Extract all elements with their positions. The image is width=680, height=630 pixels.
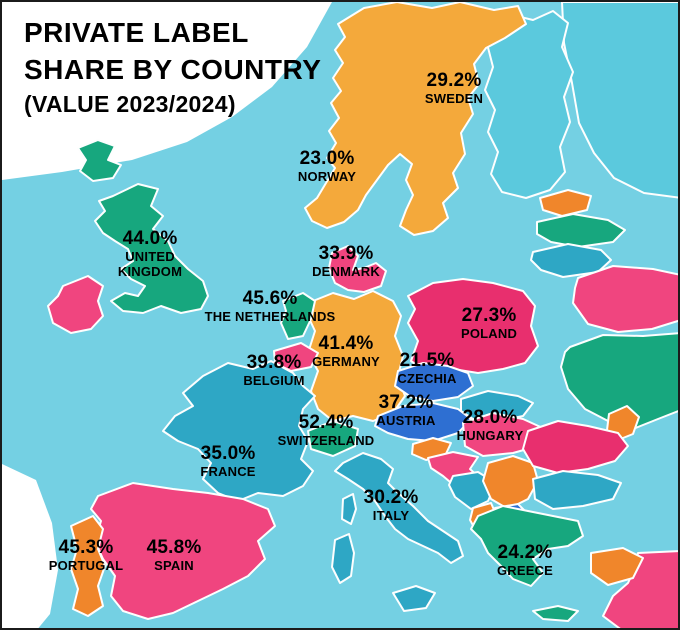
- title-line3: (VALUE 2023/2024): [24, 91, 236, 117]
- label-greece-value: 24.2%: [497, 542, 553, 563]
- label-denmark-value: 33.9%: [318, 243, 374, 264]
- label-portugal-name: PORTUGAL: [48, 558, 124, 573]
- country-belarus: [572, 265, 678, 333]
- label-portugal: 45.3% PORTUGAL: [49, 537, 124, 573]
- country-italy: [334, 452, 464, 564]
- label-poland-name: POLAND: [460, 326, 518, 341]
- title-line2: SHARE BY COUNTRY: [24, 54, 322, 85]
- country-portugal: [70, 515, 106, 617]
- country-netherlands: [280, 292, 316, 340]
- label-sweden-value: 29.2%: [426, 70, 482, 91]
- label-sweden: 29.2% SWEDEN: [425, 70, 483, 106]
- label-italy: 30.2% ITALY: [364, 487, 419, 523]
- label-germany-name: GERMANY: [312, 354, 380, 369]
- country-poland: [407, 278, 539, 374]
- label-france: 35.0% FRANCE: [200, 443, 255, 479]
- atlantic-white-top-left: [2, 2, 332, 180]
- label-netherlands-value: 45.6%: [242, 288, 298, 309]
- label-italy-value: 30.2%: [363, 487, 419, 508]
- country-denmark: [328, 245, 387, 293]
- atlantic-white-bottom-left: [2, 464, 58, 628]
- label-poland: 27.3% POLAND: [461, 305, 517, 341]
- label-spain-value: 45.8%: [146, 537, 202, 558]
- country-norway-sweden: [304, 2, 527, 236]
- island-corsica: [341, 493, 357, 525]
- country-united-kingdom: [94, 183, 209, 314]
- label-france-value: 35.0%: [200, 443, 256, 464]
- label-greece-name: GREECE: [496, 563, 554, 578]
- label-netherlands-name: THE NETHERLANDS: [204, 309, 336, 324]
- label-austria-name: AUSTRIA: [376, 413, 436, 428]
- label-belgium-name: BELGIUM: [243, 373, 305, 388]
- label-denmark-name: DENMARK: [312, 264, 380, 279]
- country-estonia: [539, 189, 592, 217]
- country-latvia: [536, 213, 626, 248]
- country-france: [162, 360, 316, 502]
- islands-north-scotland: [77, 139, 122, 182]
- label-belgium: 39.8% BELGIUM: [243, 352, 304, 388]
- country-switzerland: [307, 420, 359, 457]
- label-germany-value: 41.4%: [318, 333, 374, 354]
- country-czechia: [394, 362, 474, 402]
- label-switzerland-value: 52.4%: [298, 412, 354, 433]
- label-united-kingdom-name: UNITED KINGDOM: [117, 249, 183, 279]
- country-bulgaria: [532, 470, 622, 510]
- label-spain-name: SPAIN: [154, 558, 194, 573]
- label-denmark: 33.9% DENMARK: [312, 243, 380, 279]
- map-title: PRIVATE LABEL SHARE BY COUNTRY (VALUE 20…: [24, 14, 321, 120]
- label-france-name: FRANCE: [200, 464, 256, 479]
- label-greece: 24.2% GREECE: [497, 542, 553, 578]
- label-switzerland: 52.4% SWITZERLAND: [278, 412, 375, 448]
- label-switzerland-name: SWITZERLAND: [277, 433, 375, 448]
- label-united-kingdom-value: 44.0%: [122, 228, 178, 249]
- label-hungary-value: 28.0%: [462, 407, 518, 428]
- label-norway: 23.0% NORWAY: [298, 148, 356, 184]
- label-germany: 41.4% GERMANY: [312, 333, 380, 369]
- label-hungary-name: HUNGARY: [456, 428, 524, 443]
- label-norway-name: NORWAY: [297, 169, 357, 184]
- island-crete: [532, 605, 579, 622]
- label-netherlands: 45.6% THE NETHERLANDS: [205, 288, 336, 324]
- island-sicily: [392, 585, 436, 612]
- label-czechia-value: 21.5%: [399, 350, 455, 371]
- country-serbia: [482, 455, 539, 510]
- country-ireland: [47, 275, 104, 334]
- country-turkey-thrace: [590, 547, 644, 586]
- label-portugal-value: 45.3%: [58, 537, 114, 558]
- island-sardinia: [331, 533, 355, 584]
- label-sweden-name: SWEDEN: [424, 91, 484, 106]
- label-united-kingdom: 44.0% UNITED KINGDOM: [105, 228, 195, 279]
- title-line1: PRIVATE LABEL: [24, 17, 249, 48]
- label-austria: 37.2% AUSTRIA: [376, 392, 435, 428]
- label-czechia: 21.5% CZECHIA: [397, 350, 456, 386]
- country-finland: [482, 10, 574, 199]
- country-romania: [522, 420, 629, 474]
- label-norway-value: 23.0%: [299, 148, 355, 169]
- label-poland-value: 27.3%: [461, 305, 517, 326]
- country-greece: [470, 505, 584, 587]
- label-hungary: 28.0% HUNGARY: [457, 407, 524, 443]
- label-belgium-value: 39.8%: [246, 352, 302, 373]
- country-austria: [374, 402, 472, 442]
- label-austria-value: 37.2%: [378, 392, 434, 413]
- label-spain: 45.8% SPAIN: [147, 537, 202, 573]
- label-czechia-name: CZECHIA: [397, 371, 457, 386]
- label-italy-name: ITALY: [372, 508, 410, 523]
